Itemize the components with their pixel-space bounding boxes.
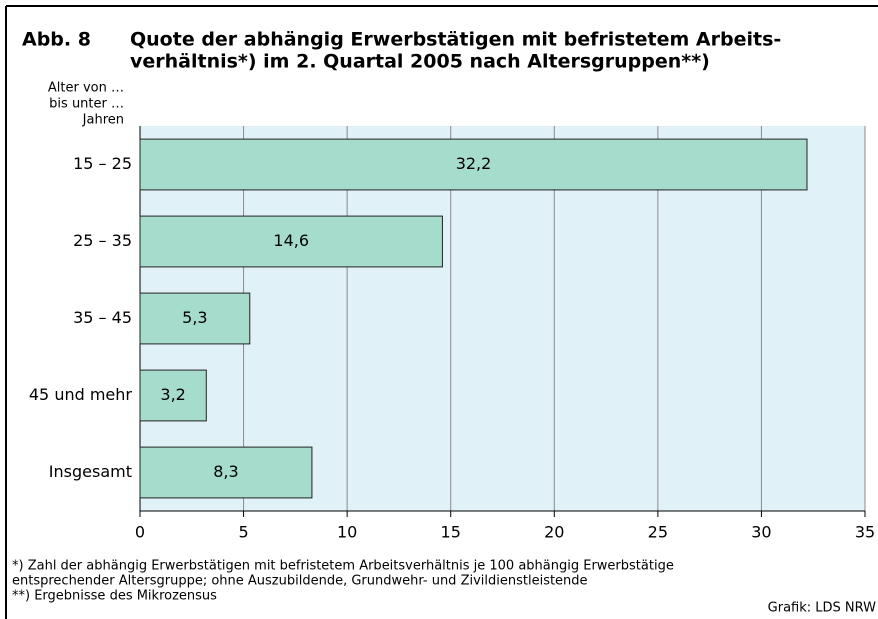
footnote: *) Zahl der abhängig Erwerbstätigen mit …: [12, 559, 674, 574]
value-label: 5,3: [182, 308, 207, 327]
source: Grafik: LDS NRW: [768, 601, 876, 616]
value-label: 3,2: [160, 385, 185, 404]
footnote: entsprechender Altersgruppe; ohne Auszub…: [12, 574, 588, 589]
x-tick-label: 35: [855, 523, 875, 542]
y-tick-label: 45 und mehr: [29, 385, 133, 404]
bar: [139, 292, 251, 345]
footnote: **) Ergebnisse des Mikrozensus: [12, 589, 217, 604]
y-tick-label: 35 – 45: [73, 308, 132, 327]
x-tick-label: 25: [648, 523, 668, 542]
value-label: 32,2: [456, 154, 492, 173]
x-tick-label: 0: [135, 523, 145, 542]
value-label: 8,3: [213, 462, 238, 481]
bar: [139, 215, 443, 268]
y-axis-label: Alter von …: [48, 81, 124, 96]
value-label: 14,6: [273, 231, 309, 250]
chart-title: Quote der abhängig Erwerbstätigen mit be…: [130, 29, 781, 51]
y-tick-label: 15 – 25: [73, 154, 132, 173]
x-tick-label: 15: [441, 523, 461, 542]
figure-label: Abb. 8: [22, 29, 91, 51]
bar: [139, 446, 313, 499]
bar: [139, 138, 808, 191]
y-tick-label: 25 – 35: [73, 231, 132, 250]
chart-title: verhältnis*) im 2. Quartal 2005 nach Alt…: [130, 51, 710, 73]
x-tick-label: 30: [751, 523, 771, 542]
x-tick-label: 20: [544, 523, 564, 542]
y-tick-label: Insgesamt: [49, 462, 132, 481]
x-tick-label: 5: [238, 523, 248, 542]
x-tick-label: 10: [337, 523, 357, 542]
bar: [139, 369, 207, 422]
y-axis-label: Jahren: [82, 113, 124, 128]
y-axis-label: bis unter …: [49, 97, 124, 112]
